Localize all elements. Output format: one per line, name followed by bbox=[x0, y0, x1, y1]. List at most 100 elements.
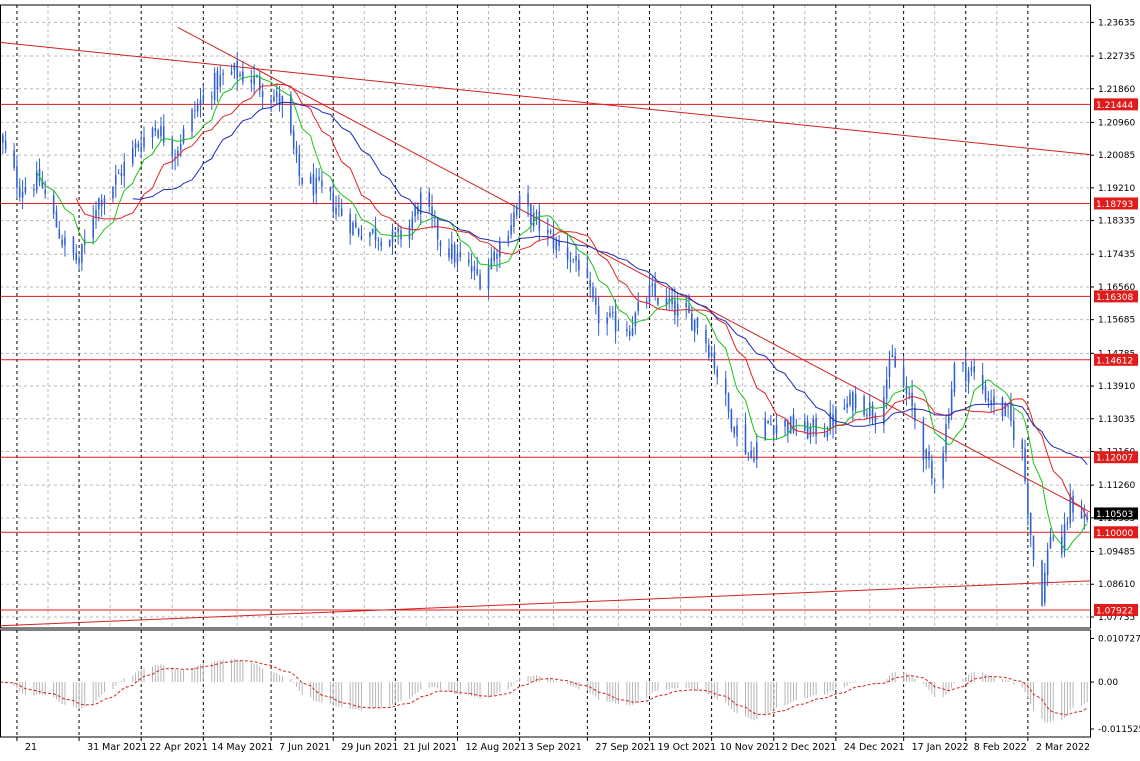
candle-body bbox=[527, 193, 529, 207]
candle-body bbox=[922, 419, 925, 460]
candle-body bbox=[744, 424, 747, 454]
candle-body bbox=[1032, 535, 1035, 560]
candle-body bbox=[261, 91, 264, 98]
candle-body bbox=[123, 161, 126, 177]
candle-body bbox=[866, 414, 868, 416]
candle-body bbox=[55, 211, 58, 228]
moving-average-10 bbox=[36, 74, 1088, 551]
candle-body bbox=[967, 371, 970, 383]
candle-body bbox=[270, 99, 272, 102]
candle-body bbox=[171, 140, 174, 157]
candle-body bbox=[256, 76, 258, 78]
candle-body bbox=[298, 153, 301, 177]
candle-body bbox=[1072, 495, 1074, 513]
candle-body bbox=[18, 187, 21, 197]
candle-body bbox=[253, 75, 255, 85]
level-price-badge bbox=[1094, 526, 1138, 539]
candle-body bbox=[1080, 511, 1083, 519]
candle-body bbox=[357, 228, 360, 235]
candle-body bbox=[637, 302, 639, 312]
candle-body bbox=[555, 240, 558, 251]
time-tick-label: 29 Jun 2021 bbox=[341, 742, 398, 753]
candle-body bbox=[990, 400, 992, 405]
candle-body bbox=[586, 267, 589, 279]
candle-body bbox=[281, 96, 284, 105]
candle-body bbox=[120, 172, 123, 176]
candle-body bbox=[756, 442, 758, 460]
level-price-badge bbox=[1094, 603, 1138, 616]
candle-body bbox=[103, 198, 106, 205]
osc-tick-label: 0.00 bbox=[1098, 678, 1118, 688]
candle-body bbox=[592, 286, 594, 299]
level-price-label: 1.16308 bbox=[1096, 293, 1133, 303]
candle-body bbox=[222, 73, 224, 75]
candle-body bbox=[854, 394, 857, 409]
candle-body bbox=[371, 228, 374, 233]
candle-body bbox=[665, 297, 668, 306]
moving-average-34 bbox=[132, 101, 1088, 465]
candle-body bbox=[1069, 493, 1072, 524]
candle-body bbox=[160, 126, 162, 137]
candle-body bbox=[823, 434, 826, 436]
candle-body bbox=[772, 426, 775, 435]
time-tick-label: 21 Jul 2021 bbox=[403, 742, 457, 753]
candle-body bbox=[1044, 572, 1046, 603]
candle-body bbox=[835, 409, 837, 426]
candle-body bbox=[713, 352, 716, 369]
candle-body bbox=[100, 199, 103, 207]
candle-body bbox=[1004, 404, 1007, 417]
candle-body bbox=[657, 298, 659, 305]
price-tick-label: 1.22735 bbox=[1098, 52, 1135, 62]
candle-body bbox=[1001, 397, 1004, 417]
time-tick-label: 12 Aug 2021 bbox=[465, 742, 526, 753]
trendline bbox=[177, 26, 1091, 513]
candle-body bbox=[1063, 524, 1066, 552]
price-tick-label: 1.13035 bbox=[1098, 415, 1135, 425]
candle-body bbox=[134, 143, 137, 149]
candle-body bbox=[727, 393, 730, 412]
candle-body bbox=[338, 205, 340, 207]
candle-body bbox=[716, 369, 719, 377]
candle-body bbox=[374, 227, 377, 240]
candle-body bbox=[278, 93, 281, 105]
candle-body bbox=[578, 259, 580, 271]
price-tick-label: 1.09485 bbox=[1098, 548, 1135, 558]
price-tick-label: 1.18335 bbox=[1098, 217, 1135, 227]
candle-body bbox=[259, 77, 261, 91]
candle-body bbox=[117, 173, 120, 175]
candle-body bbox=[21, 192, 24, 198]
candle-body bbox=[332, 193, 334, 212]
candle-body bbox=[693, 319, 696, 332]
moving-average-20 bbox=[75, 83, 1088, 519]
candle-body bbox=[1086, 517, 1088, 520]
candlesticks bbox=[0, 51, 1088, 608]
candle-body bbox=[301, 177, 303, 184]
candle-body bbox=[874, 415, 877, 423]
candle-body bbox=[549, 230, 552, 233]
candle-body bbox=[843, 407, 846, 410]
candle-body bbox=[95, 210, 97, 218]
candle-body bbox=[81, 243, 83, 263]
candle-body bbox=[35, 171, 38, 191]
candle-body bbox=[1021, 440, 1024, 450]
candle-body bbox=[388, 240, 391, 247]
trendlines bbox=[0, 26, 1091, 627]
candle-body bbox=[52, 195, 55, 214]
candle-body bbox=[911, 392, 913, 407]
candle-body bbox=[518, 195, 521, 210]
candle-body bbox=[417, 206, 419, 215]
candle-body bbox=[507, 236, 510, 241]
candle-body bbox=[753, 458, 755, 461]
candle-body bbox=[202, 95, 205, 101]
chart-frame bbox=[0, 4, 1091, 738]
candle-body bbox=[513, 212, 515, 227]
candle-body bbox=[611, 311, 614, 313]
candle-body bbox=[33, 188, 35, 191]
price-tick-label: 1.13910 bbox=[1098, 382, 1135, 392]
current-price-badge bbox=[1094, 507, 1138, 520]
candle-body bbox=[962, 362, 964, 365]
candle-body bbox=[467, 259, 470, 264]
level-price-badge bbox=[1094, 290, 1138, 303]
